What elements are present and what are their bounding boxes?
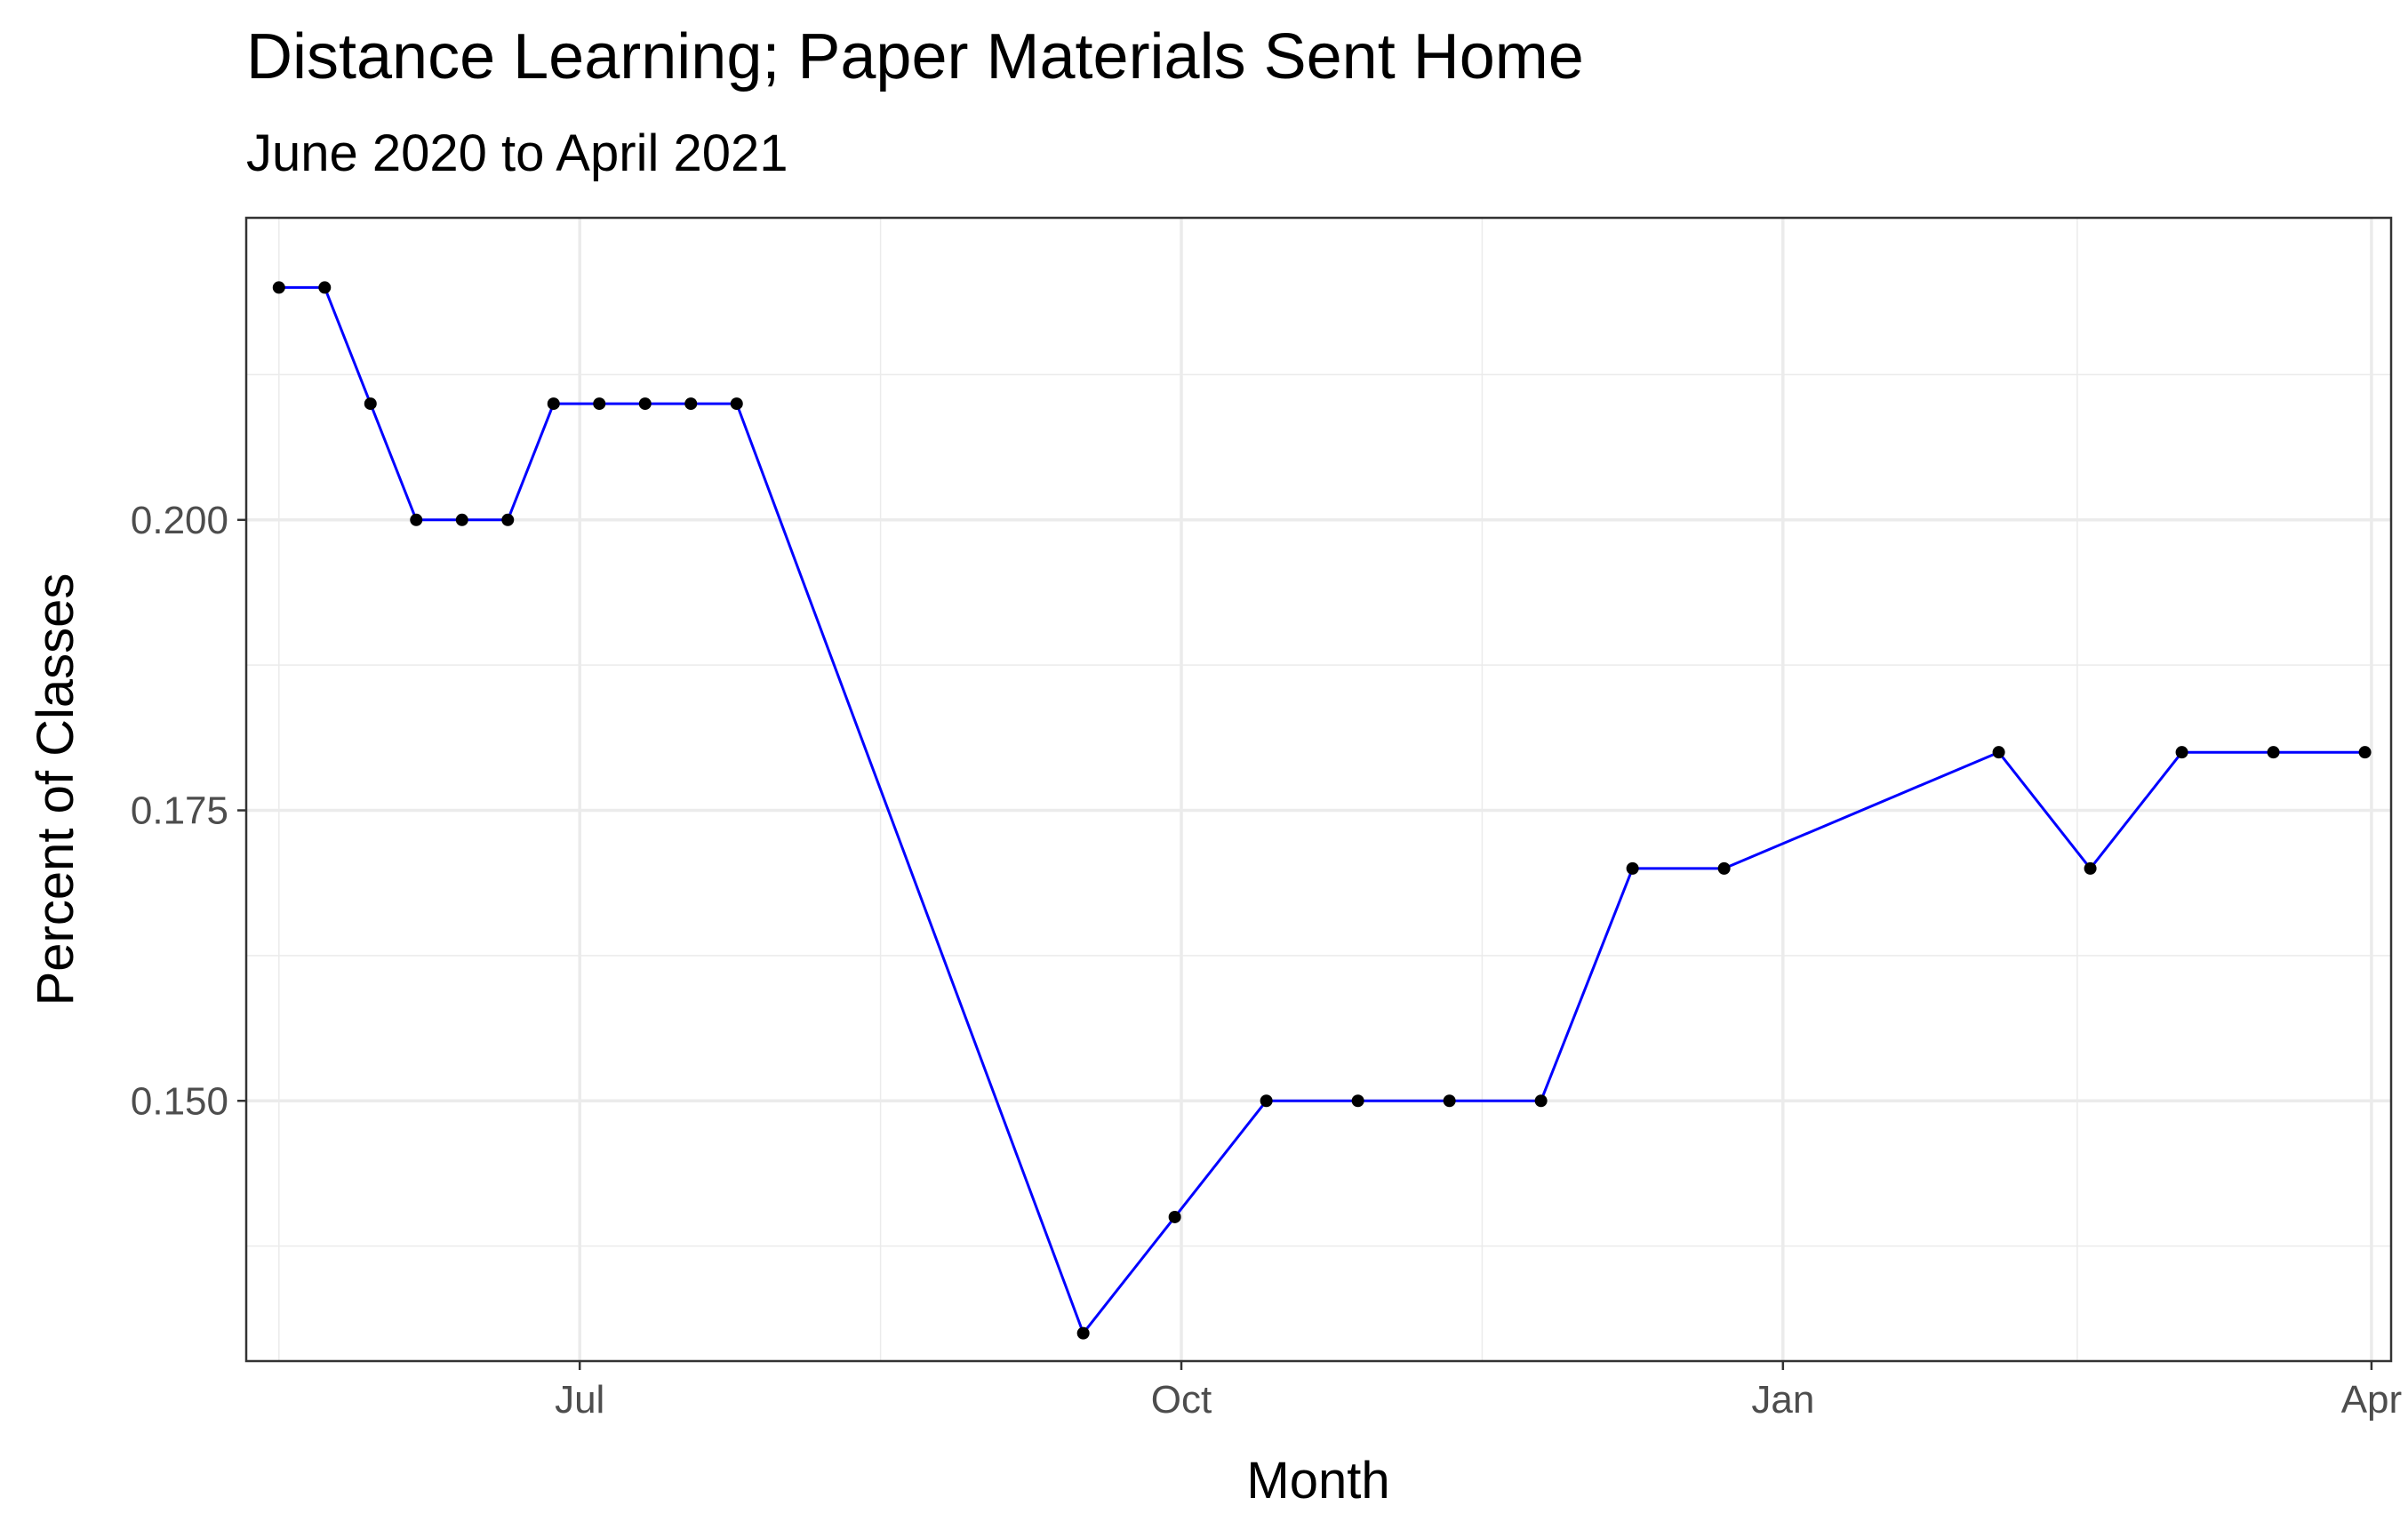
axis-ticks [237, 518, 2373, 1370]
data-point [547, 397, 560, 411]
y-axis-title: Percent of Classes [27, 573, 84, 1006]
series-line-layer [278, 285, 2365, 1335]
x-axis-title: Month [1246, 1452, 1389, 1510]
y-tick-label: 0.175 [131, 789, 228, 833]
data-point [2175, 746, 2188, 759]
data-point [318, 281, 332, 294]
data-point [501, 513, 515, 526]
x-tick-label: Apr [2341, 1378, 2402, 1422]
series-line [278, 285, 2365, 1335]
data-point [1260, 1094, 1273, 1108]
data-point [1168, 1210, 1181, 1223]
data-point [1534, 1094, 1548, 1108]
chart-subtitle: June 2020 to April 2021 [246, 124, 788, 182]
data-point [455, 513, 468, 526]
x-tick-label: Jan [1751, 1378, 1814, 1422]
data-point [1626, 861, 1639, 875]
x-tick-label: Oct [1151, 1378, 1212, 1422]
data-point [2084, 861, 2097, 875]
x-tick-label: Jul [555, 1378, 604, 1422]
data-point [410, 513, 423, 526]
data-point [730, 397, 743, 411]
plot-panel-background [246, 218, 2391, 1361]
data-point [1443, 1094, 1456, 1108]
data-point [1717, 861, 1731, 875]
data-point [684, 397, 698, 411]
data-point [272, 281, 285, 294]
y-tick-label: 0.200 [131, 499, 228, 542]
series-points-layer [272, 281, 2372, 1340]
plot-panel-border [244, 216, 2393, 1363]
data-point [2267, 746, 2280, 759]
data-point [1992, 746, 2005, 759]
x-axis-tick-labels: Jul Oct Jan Apr [555, 1378, 2402, 1422]
data-point [1076, 1326, 1090, 1340]
chart-title: Distance Learning; Paper Materials Sent … [246, 21, 1584, 92]
y-axis-tick-labels: 0.150 0.175 0.200 [131, 499, 228, 1123]
data-point [638, 397, 652, 411]
data-point [1351, 1094, 1364, 1108]
grid-lines [246, 218, 2391, 1361]
y-tick-label: 0.150 [131, 1079, 228, 1123]
data-point [593, 397, 606, 411]
data-point [2358, 746, 2372, 759]
data-point [364, 397, 377, 411]
